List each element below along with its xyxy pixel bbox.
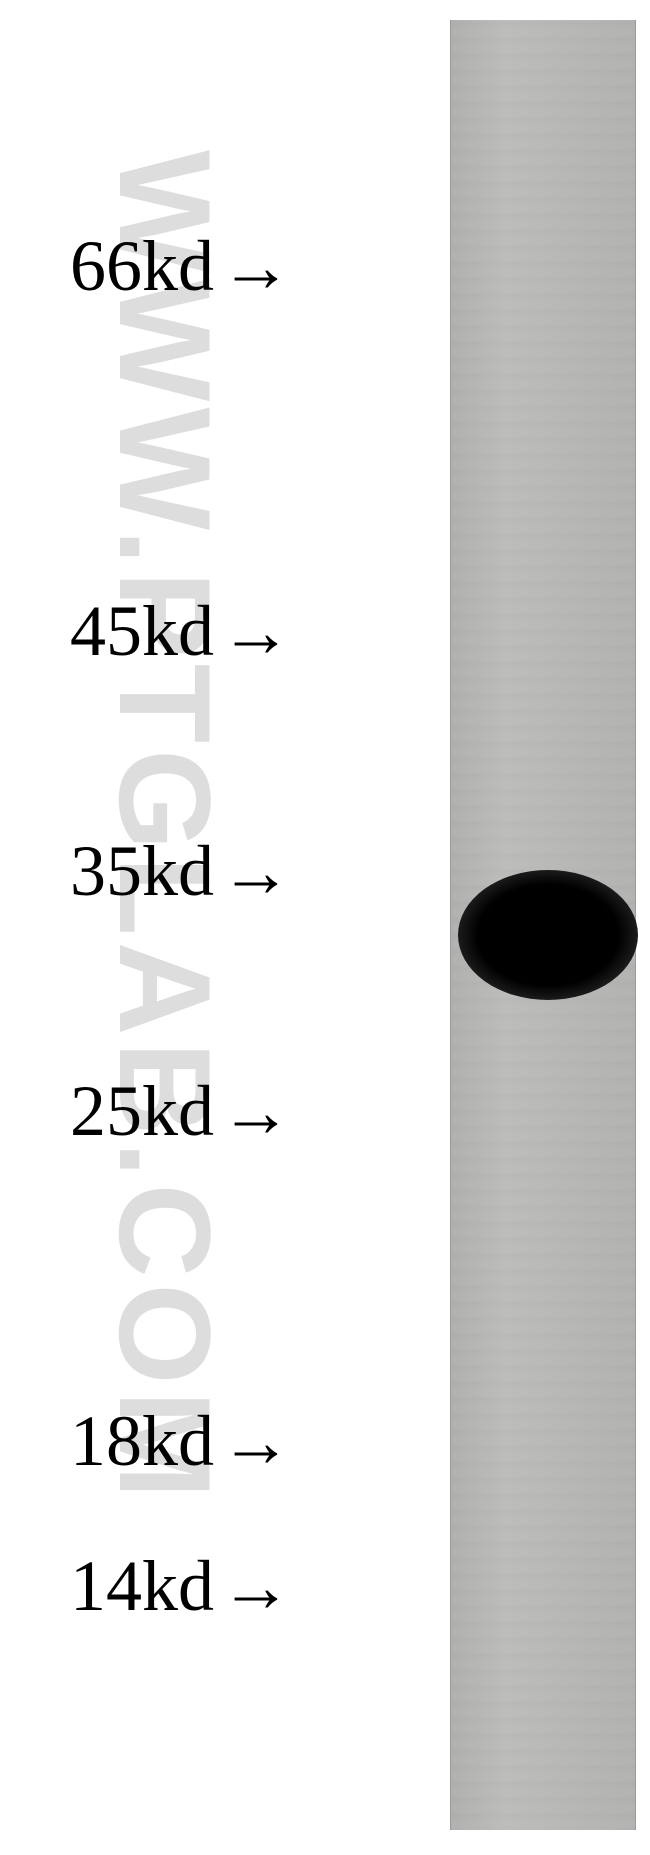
arrow-icon: →: [220, 836, 292, 908]
marker-label-text: 45kd: [70, 590, 214, 673]
arrow-icon: →: [220, 596, 292, 668]
marker-45kd: 45kd →: [70, 590, 292, 673]
arrow-icon: →: [220, 1551, 292, 1623]
marker-18kd: 18kd →: [70, 1400, 292, 1483]
marker-label-text: 14kd: [70, 1545, 214, 1628]
marker-66kd: 66kd →: [70, 225, 292, 308]
marker-label-text: 66kd: [70, 225, 214, 308]
marker-35kd: 35kd →: [70, 830, 292, 913]
arrow-icon: →: [220, 231, 292, 303]
marker-14kd: 14kd →: [70, 1545, 292, 1628]
marker-label-text: 35kd: [70, 830, 214, 913]
arrow-icon: →: [220, 1076, 292, 1148]
marker-25kd: 25kd →: [70, 1070, 292, 1153]
marker-label-text: 25kd: [70, 1070, 214, 1153]
marker-label-text: 18kd: [70, 1400, 214, 1483]
arrow-icon: →: [220, 1406, 292, 1478]
blot-container: WWW.PTGLAB.COM 66kd → 45kd → 35kd → 25kd…: [0, 0, 650, 1855]
protein-band: [458, 870, 638, 1000]
